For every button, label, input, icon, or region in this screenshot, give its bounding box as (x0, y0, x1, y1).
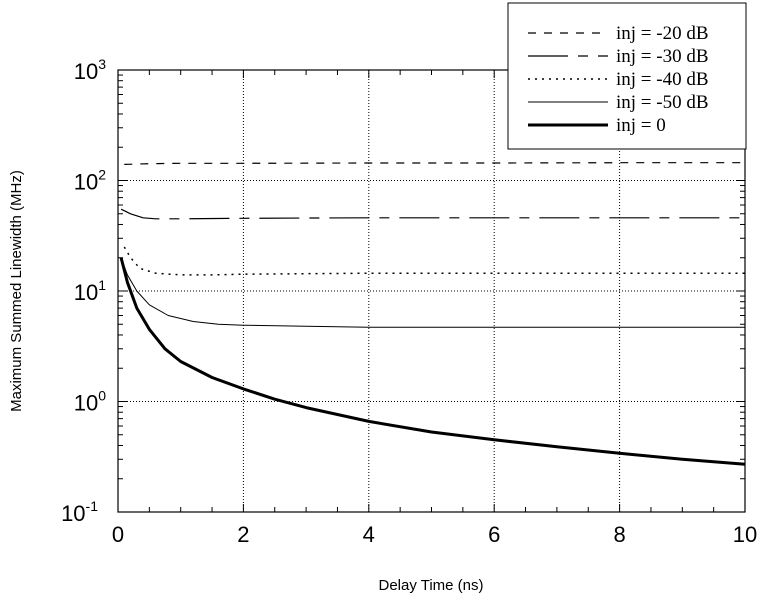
y-axis-label: Maximum Summed Linewidth (MHz) (8, 170, 25, 412)
series-lines (119, 162, 746, 466)
series-line (120, 208, 745, 220)
legend-label: inj = 0 (616, 115, 666, 136)
x-tick-label: 6 (488, 522, 500, 547)
y-tick-label: 103 (74, 56, 106, 84)
x-tick-label: 0 (112, 522, 124, 547)
legend-label: inj = -40 dB (616, 69, 709, 90)
y-tick-base: 10 (74, 59, 98, 84)
y-tick-exponent: 1 (98, 277, 106, 293)
y-tick-base: 10 (74, 391, 98, 416)
x-tick-label: 10 (733, 522, 757, 547)
x-axis-label: Delay Time (ns) (378, 577, 483, 594)
x-tick-label: 8 (613, 522, 625, 547)
y-tick-exponent: 2 (98, 167, 106, 183)
series-line (119, 257, 746, 466)
series-line (124, 162, 745, 165)
grid (118, 70, 745, 512)
legend-label: inj = -50 dB (616, 92, 709, 113)
y-tick-label: 10-1 (61, 498, 98, 526)
x-tick-labels: 0 2 4 6 8 10 (112, 522, 757, 547)
y-tick-exponent: 0 (98, 388, 106, 404)
series-line (120, 257, 745, 328)
y-tick-base: 10 (61, 501, 85, 526)
y-tick-base: 10 (74, 170, 98, 195)
x-tick-label: 2 (237, 522, 249, 547)
legend-label: inj = -30 dB (616, 46, 709, 67)
x-tick-label: 4 (363, 522, 375, 547)
y-tick-label: 102 (74, 167, 106, 195)
series-line (123, 246, 745, 276)
y-tick-exponent: 3 (98, 56, 106, 72)
y-tick-label: 101 (74, 277, 106, 305)
legend-label: inj = -20 dB (616, 23, 709, 44)
y-tick-base: 10 (74, 280, 98, 305)
y-tick-exponent: -1 (86, 498, 99, 514)
y-tick-label: 100 (74, 388, 106, 416)
